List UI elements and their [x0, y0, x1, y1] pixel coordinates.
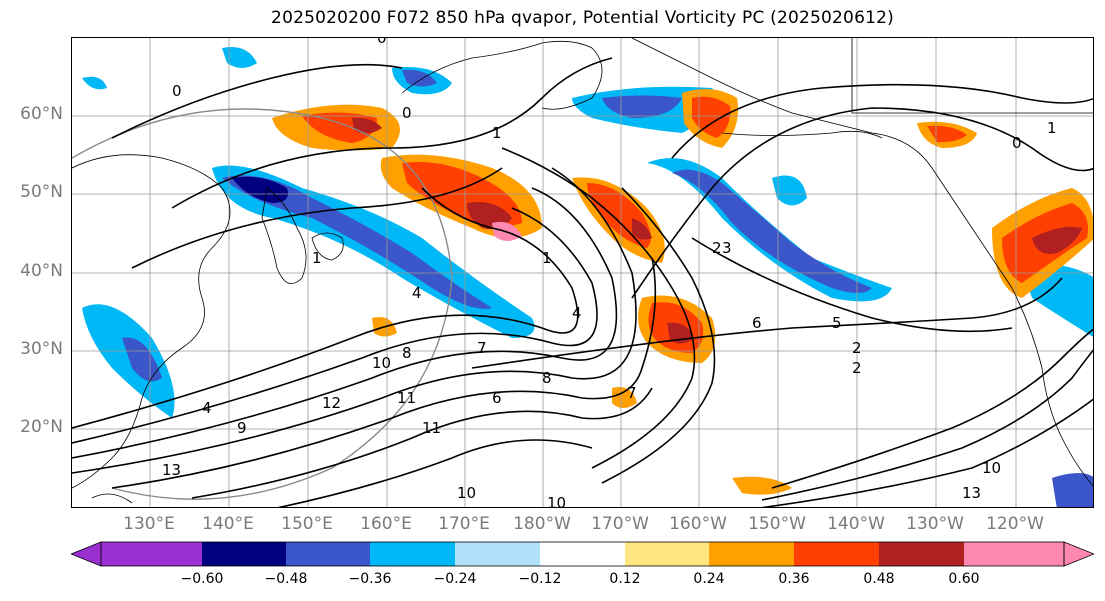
- contour-label: 4: [412, 284, 422, 302]
- lat-label: 30°N: [20, 339, 63, 359]
- contour-label: 2: [852, 339, 862, 357]
- colorbar-segment: [964, 542, 1064, 566]
- contour-label: 4: [572, 304, 582, 322]
- lon-label: 170°E: [438, 514, 490, 534]
- lat-label: 50°N: [20, 182, 63, 202]
- colorbar-segment: [879, 542, 964, 566]
- contour-labels: 0001112234456677889101010101111121313102…: [162, 38, 1057, 508]
- contour-label: 7: [477, 339, 487, 357]
- lon-label: 140°E: [202, 514, 254, 534]
- colorbar-segment: [709, 542, 794, 566]
- lon-label: 180°W: [513, 514, 571, 534]
- contour-label: 12: [322, 394, 341, 412]
- colorbar-tick-label: 0.36: [778, 571, 810, 587]
- lon-label: 160°E: [360, 514, 412, 534]
- colorbar-segment: [101, 542, 202, 566]
- contour-label: 0: [377, 38, 387, 47]
- colorbar-segment: [625, 542, 709, 566]
- contour-label: 11: [422, 419, 441, 437]
- lon-label: 170°W: [591, 514, 649, 534]
- pv-shading: [82, 47, 1093, 507]
- contour-label: 8: [542, 369, 552, 387]
- contour-label: 9: [237, 419, 247, 437]
- contour-label: 10: [372, 354, 391, 372]
- contour-label: 8: [402, 344, 412, 362]
- colorbar-segment: [370, 542, 455, 566]
- contour-label: 1: [492, 124, 502, 142]
- lon-label: 120°W: [986, 514, 1044, 534]
- contour-label: 4: [202, 399, 212, 417]
- contour-label: 2: [852, 359, 862, 377]
- colorbar-segment: [202, 542, 286, 566]
- colorbar-segment: [540, 542, 625, 566]
- colorbar-tick-label: −0.36: [348, 571, 392, 587]
- graticule: [72, 38, 1093, 507]
- range-circle: [72, 108, 453, 500]
- colorbar-segment: [794, 542, 879, 566]
- contour-label: 13: [962, 484, 981, 502]
- colorbar-tick-label: −0.48: [264, 571, 308, 587]
- lon-label: 130°W: [906, 514, 964, 534]
- contour-label: 0: [172, 82, 182, 100]
- colorbar-outline: [100, 541, 1065, 567]
- lon-label: 140°W: [827, 514, 885, 534]
- contour-label: 2: [712, 239, 722, 257]
- colorbar-tick-label: 0.48: [863, 571, 895, 587]
- colorbar-extend-low: [71, 541, 102, 567]
- map-title: 2025020200 F072 850 hPa qvapor, Potentia…: [271, 8, 894, 28]
- lat-label: 60°N: [20, 104, 63, 124]
- lat-label: 20°N: [20, 417, 63, 437]
- colorbar-tick-label: −0.12: [518, 571, 562, 587]
- colorbar-tick-label: 0.12: [609, 571, 641, 587]
- lon-label: 160°W: [669, 514, 727, 534]
- contour-label: 10: [457, 484, 476, 502]
- contour-label: 3: [722, 239, 732, 257]
- pv-contours: [72, 57, 1093, 507]
- lon-label: 150°E: [281, 514, 333, 534]
- contour-label: 7: [627, 384, 637, 402]
- map-canvas: 0001112234456677889101010101111121313102…: [72, 38, 1093, 508]
- colorbar-tick-label: 0.24: [693, 571, 725, 587]
- contour-label: 10: [982, 459, 1001, 477]
- contour-label: 11: [397, 389, 416, 407]
- colorbar-segment: [286, 542, 370, 566]
- colorbar-segment: [455, 542, 540, 566]
- colorbar-extend-high: [1063, 541, 1094, 567]
- colorbar-tick-label: −0.60: [180, 571, 224, 587]
- lon-label: 130°E: [123, 514, 175, 534]
- contour-label: 10: [547, 494, 566, 508]
- contour-label: 1: [1047, 119, 1057, 137]
- contour-label: 6: [492, 389, 502, 407]
- colorbar: [71, 541, 1094, 567]
- colorbar-tick-label: 0.60: [948, 571, 980, 587]
- lon-label: 150°W: [748, 514, 806, 534]
- contour-label: 0: [1012, 134, 1022, 152]
- contour-label: 13: [162, 461, 181, 479]
- map-panel: 0 0 0 1 1 1 2 2 3 4 4 5 6 6 7 7 8 8 9 10 10 10 10 11 11 12 13 13 1 0 2…: [71, 37, 1094, 508]
- contour-label: 5: [832, 314, 842, 332]
- contour-label: 0: [402, 104, 412, 122]
- colorbar-tick-label: −0.24: [433, 571, 477, 587]
- contour-label: 1: [312, 249, 322, 267]
- contour-label: 6: [752, 314, 762, 332]
- contour-label: 1: [542, 249, 552, 267]
- lat-label: 40°N: [20, 261, 63, 281]
